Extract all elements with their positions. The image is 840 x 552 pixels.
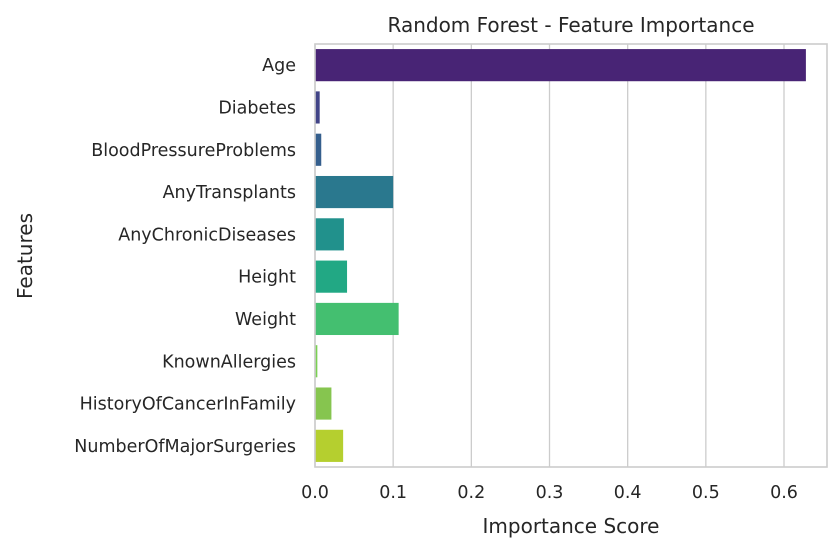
bar xyxy=(315,49,806,82)
x-axis-label: Importance Score xyxy=(483,514,660,538)
x-tick-label: 0.0 xyxy=(301,483,329,503)
bar xyxy=(315,218,344,251)
x-tick-label: 0.5 xyxy=(692,483,720,503)
y-tick-label: HistoryOfCancerInFamily xyxy=(80,395,296,415)
y-tick-label: BloodPressureProblems xyxy=(91,141,296,161)
y-tick-label: Age xyxy=(262,56,296,76)
x-tick-label: 0.4 xyxy=(614,483,642,503)
x-tick-label: 0.3 xyxy=(536,483,564,503)
x-tick-label: 0.1 xyxy=(379,483,407,503)
bar xyxy=(315,175,394,209)
y-tick-label: NumberOfMajorSurgeries xyxy=(74,437,296,457)
y-tick-label: AnyChronicDiseases xyxy=(118,225,296,245)
y-tick-labels: Age Diabetes BloodPressureProblems AnyTrans… xyxy=(74,56,296,457)
plot-frame xyxy=(314,43,828,468)
x-tick-labels: 0.0 0.1 0.2 0.3 0.4 0.5 0.6 xyxy=(301,483,798,503)
y-tick-label: Height xyxy=(238,268,296,288)
bar xyxy=(315,302,399,336)
bars xyxy=(315,49,806,462)
y-tick-label: KnownAllergies xyxy=(162,352,296,372)
x-tick-label: 0.2 xyxy=(457,483,485,503)
y-tick-label: Diabetes xyxy=(218,98,296,118)
y-axis-label: Features xyxy=(13,213,37,299)
bar xyxy=(315,260,348,293)
grid-lines xyxy=(314,44,785,467)
bar xyxy=(315,387,332,420)
bar xyxy=(315,345,318,378)
bar xyxy=(315,429,344,462)
bar xyxy=(315,133,322,166)
chart-title: Random Forest - Feature Importance xyxy=(387,13,754,37)
bar xyxy=(315,91,320,124)
x-tick-label: 0.6 xyxy=(770,483,798,503)
y-tick-label: AnyTransplants xyxy=(163,183,296,203)
y-tick-label: Weight xyxy=(235,310,296,330)
